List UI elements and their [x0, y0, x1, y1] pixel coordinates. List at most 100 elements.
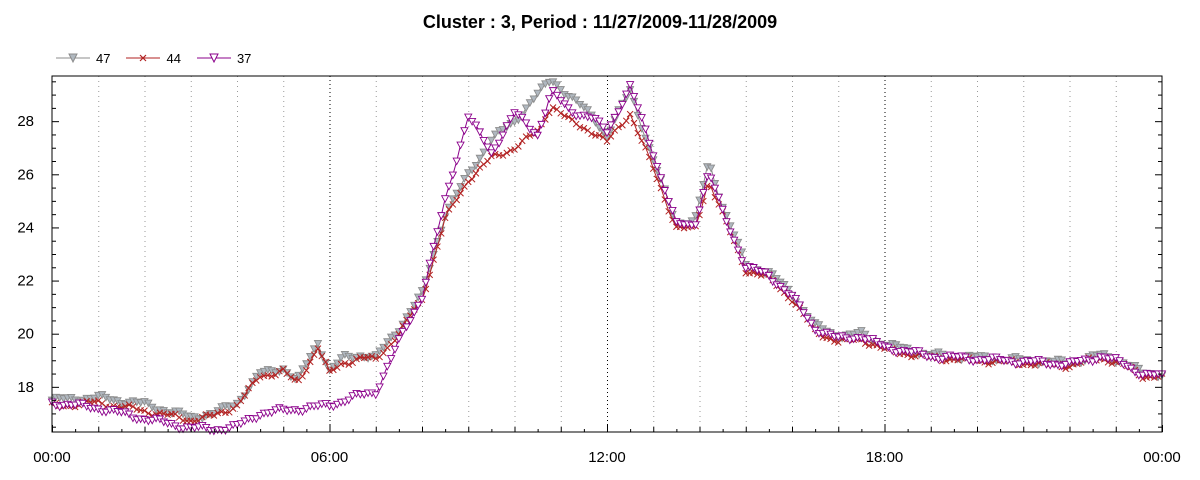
data-point-37 — [795, 301, 804, 310]
data-point-44 — [256, 373, 264, 381]
data-point-37 — [502, 122, 512, 131]
data-point-44 — [198, 413, 206, 421]
data-point-44 — [310, 351, 318, 359]
data-point-47 — [298, 365, 307, 374]
data-point-44 — [638, 137, 646, 145]
data-point-37 — [1061, 360, 1070, 369]
chart-title: Cluster : 3, Period : 11/27/2009-11/28/2… — [422, 12, 778, 32]
data-point-44 — [588, 130, 595, 138]
data-point-37 — [406, 317, 415, 326]
data-point-44 — [245, 384, 252, 392]
data-point-44 — [464, 178, 472, 186]
y-tick-label: 28 — [17, 113, 34, 130]
data-point-44 — [268, 373, 276, 380]
data-point-37 — [629, 93, 639, 101]
data-point-37 — [236, 420, 246, 429]
data-point-37 — [298, 408, 307, 417]
data-point-44 — [94, 397, 102, 404]
data-point-44 — [461, 183, 468, 190]
data-point-47 — [521, 104, 531, 113]
legend-item-44: 44 — [126, 51, 181, 66]
data-point-37 — [622, 90, 631, 99]
data-point-44 — [476, 164, 484, 171]
data-point-37 — [348, 392, 357, 401]
data-point-37 — [560, 100, 569, 109]
data-point-37 — [598, 123, 608, 132]
data-point-37 — [394, 335, 404, 344]
data-point-37 — [722, 218, 731, 227]
data-point-37 — [124, 410, 134, 419]
data-point-37 — [706, 174, 716, 183]
data-point-37 — [487, 149, 496, 158]
data-point-44 — [468, 175, 476, 183]
data-point-44 — [634, 129, 642, 137]
series-layer — [47, 78, 1167, 436]
data-point-37 — [255, 412, 265, 420]
data-point-37 — [375, 383, 384, 392]
data-point-37 — [564, 104, 573, 113]
data-point-37 — [1126, 364, 1136, 373]
data-point-37 — [699, 189, 708, 197]
legend-label-47: 47 — [96, 50, 111, 66]
data-point-47 — [537, 83, 546, 92]
data-point-44 — [306, 358, 314, 366]
data-point-44 — [330, 366, 337, 374]
data-point-44 — [515, 143, 522, 150]
data-point-37 — [938, 355, 947, 364]
data-point-37 — [506, 115, 515, 124]
data-point-37 — [645, 139, 654, 148]
data-point-44 — [141, 407, 148, 414]
data-point-37 — [652, 162, 662, 171]
legend-item-47: 47 — [56, 51, 110, 66]
data-point-37 — [267, 409, 276, 418]
data-point-37 — [425, 259, 434, 268]
data-point-47 — [144, 399, 153, 408]
data-point-44 — [484, 157, 491, 165]
x-tick-label: 18:00 — [866, 449, 904, 466]
data-point-44 — [264, 371, 272, 379]
data-point-37 — [780, 286, 789, 295]
data-point-37 — [606, 121, 616, 130]
data-point-37 — [691, 221, 700, 230]
data-point-44 — [511, 146, 518, 153]
data-point-37 — [614, 108, 623, 117]
data-point-44 — [129, 403, 137, 410]
x-tick-label: 12:00 — [588, 449, 626, 466]
data-point-44 — [472, 169, 480, 177]
data-point-44 — [364, 353, 372, 361]
data-point-44 — [380, 349, 387, 357]
legend-swatch-37 — [196, 53, 231, 64]
data-point-37 — [252, 415, 261, 424]
data-point-37 — [625, 81, 635, 90]
data-point-37 — [456, 141, 465, 150]
data-point-37 — [178, 425, 188, 434]
data-point-37 — [648, 152, 658, 161]
data-point-37 — [726, 228, 735, 237]
data-point-37 — [402, 323, 411, 332]
data-point-44 — [372, 355, 380, 362]
data-point-37 — [710, 184, 720, 193]
label-layer: 00:00 06:00 12:00 18:00 00:00 18 20 22 24 26 28 — [17, 113, 1180, 466]
data-point-37 — [429, 242, 438, 251]
data-point-37 — [541, 109, 550, 118]
data-point-37 — [344, 396, 354, 405]
data-point-37 — [595, 117, 604, 126]
y-tick-label: 18 — [17, 379, 34, 396]
data-point-47 — [814, 321, 824, 330]
data-point-37 — [791, 294, 801, 303]
data-point-47 — [556, 86, 566, 94]
data-point-44 — [911, 352, 919, 360]
data-point-44 — [630, 119, 638, 127]
data-point-37 — [764, 271, 774, 280]
data-point-37 — [332, 400, 342, 409]
data-point-44 — [568, 116, 576, 123]
data-point-44 — [318, 352, 326, 360]
data-point-37 — [413, 301, 423, 310]
data-point-44 — [241, 392, 249, 399]
legend-label-37: 37 — [236, 50, 252, 66]
y-tick-label: 24 — [17, 219, 34, 236]
data-point-44 — [445, 206, 453, 213]
data-point-37 — [463, 113, 473, 122]
data-point-44 — [580, 124, 588, 132]
data-point-37 — [398, 328, 407, 336]
